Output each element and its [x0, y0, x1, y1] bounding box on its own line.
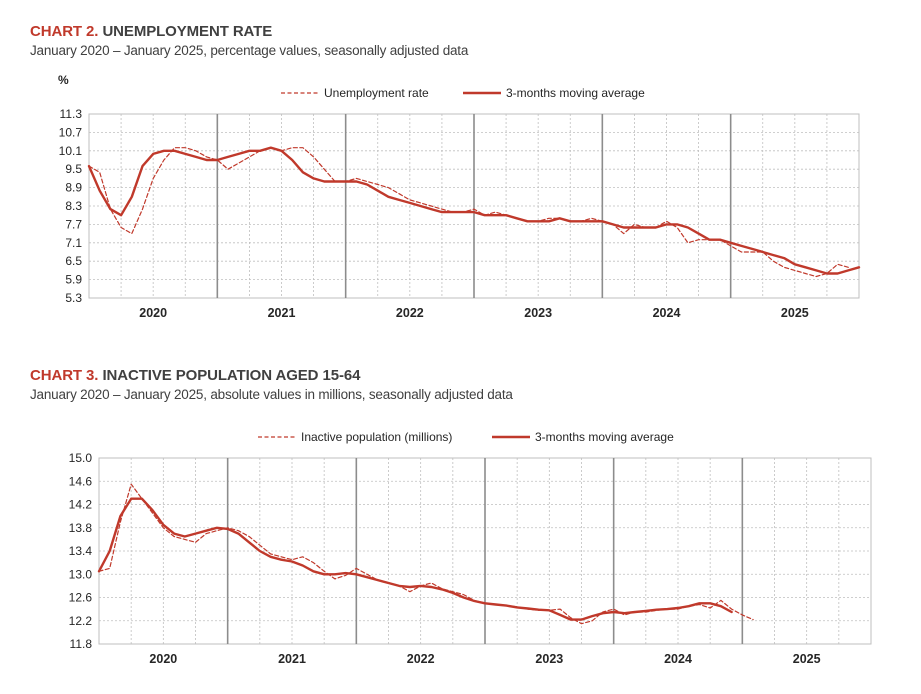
- chart-2-xtick-label: 2022: [396, 306, 424, 320]
- chart-3-ytick-label: 14.2: [69, 498, 93, 512]
- chart-2-subtitle: January 2020 – January 2025, percentage …: [30, 43, 469, 58]
- chart-2-ylabel: %: [58, 73, 69, 87]
- chart-2-ytick-label: 7.7: [65, 217, 82, 231]
- chart-2-series-moving-average: [87, 146, 861, 275]
- chart-2-legend-label-0: Unemployment rate: [324, 86, 429, 100]
- chart-2-ytick-label: 8.3: [65, 199, 82, 213]
- chart-3-ytick-label: 11.8: [70, 637, 93, 651]
- chart-3-series-moving-average: [97, 497, 733, 621]
- chart-2-ytick-label: 11.3: [60, 107, 83, 121]
- chart-2-xtick-label: 2023: [524, 306, 552, 320]
- chart-3-title-number: CHART 3.: [30, 367, 99, 384]
- chart-2-xtick-label: 2021: [268, 306, 296, 320]
- chart-2-ytick-label: 10.7: [59, 125, 83, 139]
- chart-2-ytick-label: 5.3: [65, 291, 82, 305]
- chart-2-legend-label-1: 3-months moving average: [506, 86, 645, 100]
- chart-3-xtick-label: 2022: [407, 652, 435, 666]
- chart-2-plot: 11.3 10.7 10.1 9.5 8.9 8.3 7.7 7.1 6.5 5.9 5.3 2020…: [58, 73, 861, 320]
- chart-3-ytick-label: 13.4: [69, 544, 93, 558]
- chart-3-xtick-label: 2025: [793, 652, 821, 666]
- chart-3-xtick-label: 2024: [664, 652, 692, 666]
- chart-3-xtick-label: 2023: [535, 652, 563, 666]
- chart-2-ytick-label: 5.9: [65, 273, 82, 287]
- chart-3-xtick-label: 2020: [149, 652, 177, 666]
- chart-3-title-text: INACTIVE POPULATION AGED 15-64: [102, 367, 361, 384]
- chart-3-series-raw: [98, 483, 754, 625]
- chart-2-ytick-label: 6.5: [65, 254, 82, 268]
- chart-2-xtick-label: 2025: [781, 306, 809, 320]
- chart-3-ytick-label: 14.6: [69, 474, 93, 488]
- chart-2-title: CHART 2. UNEMPLOYMENT RATE: [30, 23, 272, 40]
- chart-3-xtick-label: 2021: [278, 652, 306, 666]
- chart-2-ytick-label: 8.9: [65, 181, 82, 195]
- chart-2-ytick-label: 7.1: [65, 236, 82, 250]
- chart-2-title-text: UNEMPLOYMENT RATE: [102, 23, 273, 40]
- chart-3-title: CHART 3. INACTIVE POPULATION AGED 15-64: [30, 367, 360, 384]
- chart-3-ytick-label: 15.0: [69, 451, 93, 465]
- chart-3-ytick-label: 13.0: [69, 567, 93, 581]
- chart-3-legend-label-1: 3-months moving average: [535, 430, 674, 444]
- chart-2-ytick-label: 10.1: [59, 144, 83, 158]
- chart-2-title-number: CHART 2.: [30, 23, 99, 40]
- chart-2-xtick-label: 2024: [653, 306, 681, 320]
- chart-3-ytick-label: 13.8: [69, 521, 93, 535]
- chart-3-subtitle: January 2020 – January 2025, absolute va…: [30, 387, 513, 402]
- chart-3-ytick-label: 12.6: [69, 591, 93, 605]
- chart-3-legend-label-0: Inactive population (millions): [301, 430, 452, 444]
- chart-3-ytick-label: 12.2: [69, 614, 93, 628]
- chart-2-xtick-label: 2020: [139, 306, 167, 320]
- chart-2-ytick-label: 9.5: [65, 162, 82, 176]
